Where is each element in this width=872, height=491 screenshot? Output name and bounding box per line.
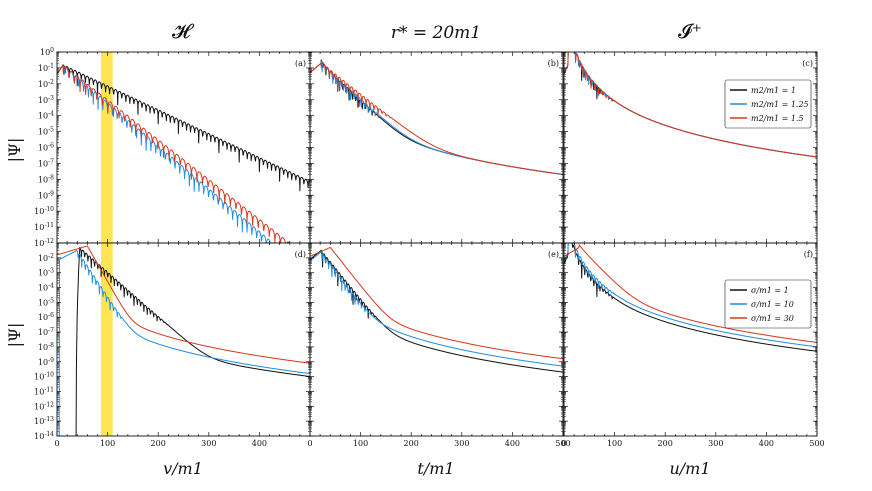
- x-tick-label: 300: [201, 439, 216, 448]
- column-title-extraction-radius: r* = 20m1: [391, 23, 481, 43]
- x-tick-label: 400: [252, 439, 267, 448]
- column-title-scri: 𝓘⁺: [678, 19, 702, 43]
- series-line-m2-m1-1: [310, 59, 563, 175]
- series-line--m1-30: [310, 246, 563, 360]
- panel-tag: (a): [295, 59, 306, 68]
- y-tick-label: 10-1: [38, 63, 54, 73]
- x-tick-label: 100: [607, 439, 622, 448]
- y-tick-label: 10-9: [38, 190, 54, 200]
- y-tick-label: 10-13: [34, 416, 54, 426]
- x-tick-label: 400: [759, 439, 774, 448]
- x-tick-label: 300: [708, 439, 723, 448]
- x-tick-label: 200: [404, 439, 419, 448]
- series-line--m1-10: [564, 243, 817, 348]
- legend-label: σ/m1 = 30: [751, 314, 794, 323]
- panel-1: (b): [309, 51, 564, 244]
- series-line--m1-10: [310, 251, 563, 367]
- y-tick-label: 10-11: [34, 386, 54, 396]
- y-tick-label: 10-9: [38, 357, 54, 367]
- panel-5: 0 100 200 300 400 500(f)σ/m1 = 1σ/m1 = 10σ/m1…: [561, 242, 825, 448]
- x-tick-label: 500: [809, 439, 824, 448]
- y-tick-label: 10-11: [34, 222, 54, 232]
- legend-label: σ/m1 = 10: [751, 300, 794, 309]
- y-tick-label: 10-10: [34, 372, 54, 382]
- legend-label: m2/m1 = 1: [751, 86, 796, 95]
- panel-tag: (b): [548, 59, 559, 68]
- panel-frame: [309, 242, 564, 437]
- series-line--m1-1: [564, 243, 817, 352]
- series-line--m1-30: [564, 244, 817, 343]
- series-line--m1-1: [57, 247, 310, 436]
- x-tick-label: 500: [555, 439, 570, 448]
- y-tick-label: 10-12: [34, 238, 54, 248]
- x-tick-label: 300: [454, 439, 469, 448]
- series-line-m2-m1-1-25: [310, 60, 563, 175]
- panel-tag: (c): [802, 59, 813, 68]
- y-tick-label: 10-5: [38, 297, 54, 307]
- y-tick-label: 10-3: [38, 95, 54, 105]
- y-tick-label: 10-10: [34, 206, 54, 216]
- panel-frame: [56, 242, 311, 437]
- x-tick-label: 0: [307, 439, 312, 448]
- panel-tag: (d): [295, 250, 306, 259]
- y-tick-label: 10-4: [38, 283, 54, 293]
- y-tick-label: 10-2: [38, 79, 54, 89]
- legend: σ/m1 = 1 σ/m1 = 10 σ/m1 = 30: [724, 279, 812, 329]
- x-axis-label-u: u/m1: [669, 459, 710, 478]
- y-tick-label: 10-2: [38, 253, 54, 263]
- panel-3: 0 100 200 300 400 10-14 10-13 10-12 10-11 10-10 10…: [34, 242, 311, 448]
- panel-frame: [563, 242, 818, 437]
- y-tick-label: 10-7: [38, 158, 54, 168]
- y-tick-label: 10-7: [38, 327, 54, 337]
- legend-box: [724, 279, 812, 329]
- y-tick-label: 10-6: [38, 143, 54, 153]
- column-title-horizon: 𝓗: [172, 19, 195, 43]
- x-tick-label: 400: [505, 439, 520, 448]
- panel-frame: [56, 51, 311, 244]
- highlight-band: [101, 243, 113, 436]
- y-tick-label: 10-5: [38, 127, 54, 137]
- legend: m2/m1 = 1 m2/m1 = 1.25 m2/m1 = 1.5: [724, 79, 812, 129]
- y-tick-label: 10-8: [38, 342, 54, 352]
- highlight-band: [101, 52, 113, 243]
- panel-4: 0 100 200 300 400 500 (e): [307, 242, 571, 448]
- legend-label: m2/m1 = 1.25: [751, 100, 809, 109]
- series-line-m2-m1-1-5: [310, 62, 563, 175]
- series-line--m1-10: [57, 250, 310, 436]
- y-tick-label: 10-12: [34, 401, 54, 411]
- x-tick-label: 100: [353, 439, 368, 448]
- y-tick-label: 10-4: [38, 111, 54, 121]
- x-axis-label-t: t/m1: [417, 459, 454, 478]
- y-tick-label: 10-8: [38, 174, 54, 184]
- x-tick-label: 100: [100, 439, 115, 448]
- legend-label: σ/m1 = 1: [751, 286, 789, 295]
- legend-label: m2/m1 = 1.5: [751, 114, 804, 123]
- y-axis-label-bottom: |Ψ|: [5, 323, 24, 348]
- panel-tag: (e): [548, 250, 559, 259]
- x-axis-label-v: v/m1: [163, 459, 203, 478]
- panel-tag: (f): [804, 250, 813, 259]
- x-tick-label: 0: [54, 439, 59, 448]
- y-tick-label: 10-14: [34, 431, 54, 441]
- y-tick-label: 10-3: [38, 268, 54, 278]
- panel-0: 10-12 10-11 10-10 10-9 10-8 10-7 10-6 10-5 10-4 1…: [34, 47, 311, 248]
- series-line--m1-1: [310, 249, 563, 373]
- y-axis-label-top: |Ψ|: [5, 138, 24, 163]
- panel-2: (c) m2/m1 = 1 m2/m1 = 1.25 m2/m1 = 1.5: [563, 51, 818, 244]
- y-tick-label: 10-6: [38, 312, 54, 322]
- series-line--m1-30: [57, 245, 310, 364]
- x-tick-label: 200: [658, 439, 673, 448]
- legend-box: [724, 79, 812, 129]
- y-tick-label: 100: [40, 47, 54, 57]
- series-line-m2-m1-1: [57, 64, 310, 192]
- x-tick-label: 0: [561, 439, 566, 448]
- series-line-m2-m1-1-25: [57, 64, 310, 243]
- x-tick-label: 200: [151, 439, 166, 448]
- series-line-m2-m1-1-5: [57, 64, 310, 243]
- series-line-m2-m1-1-5: [564, 52, 817, 158]
